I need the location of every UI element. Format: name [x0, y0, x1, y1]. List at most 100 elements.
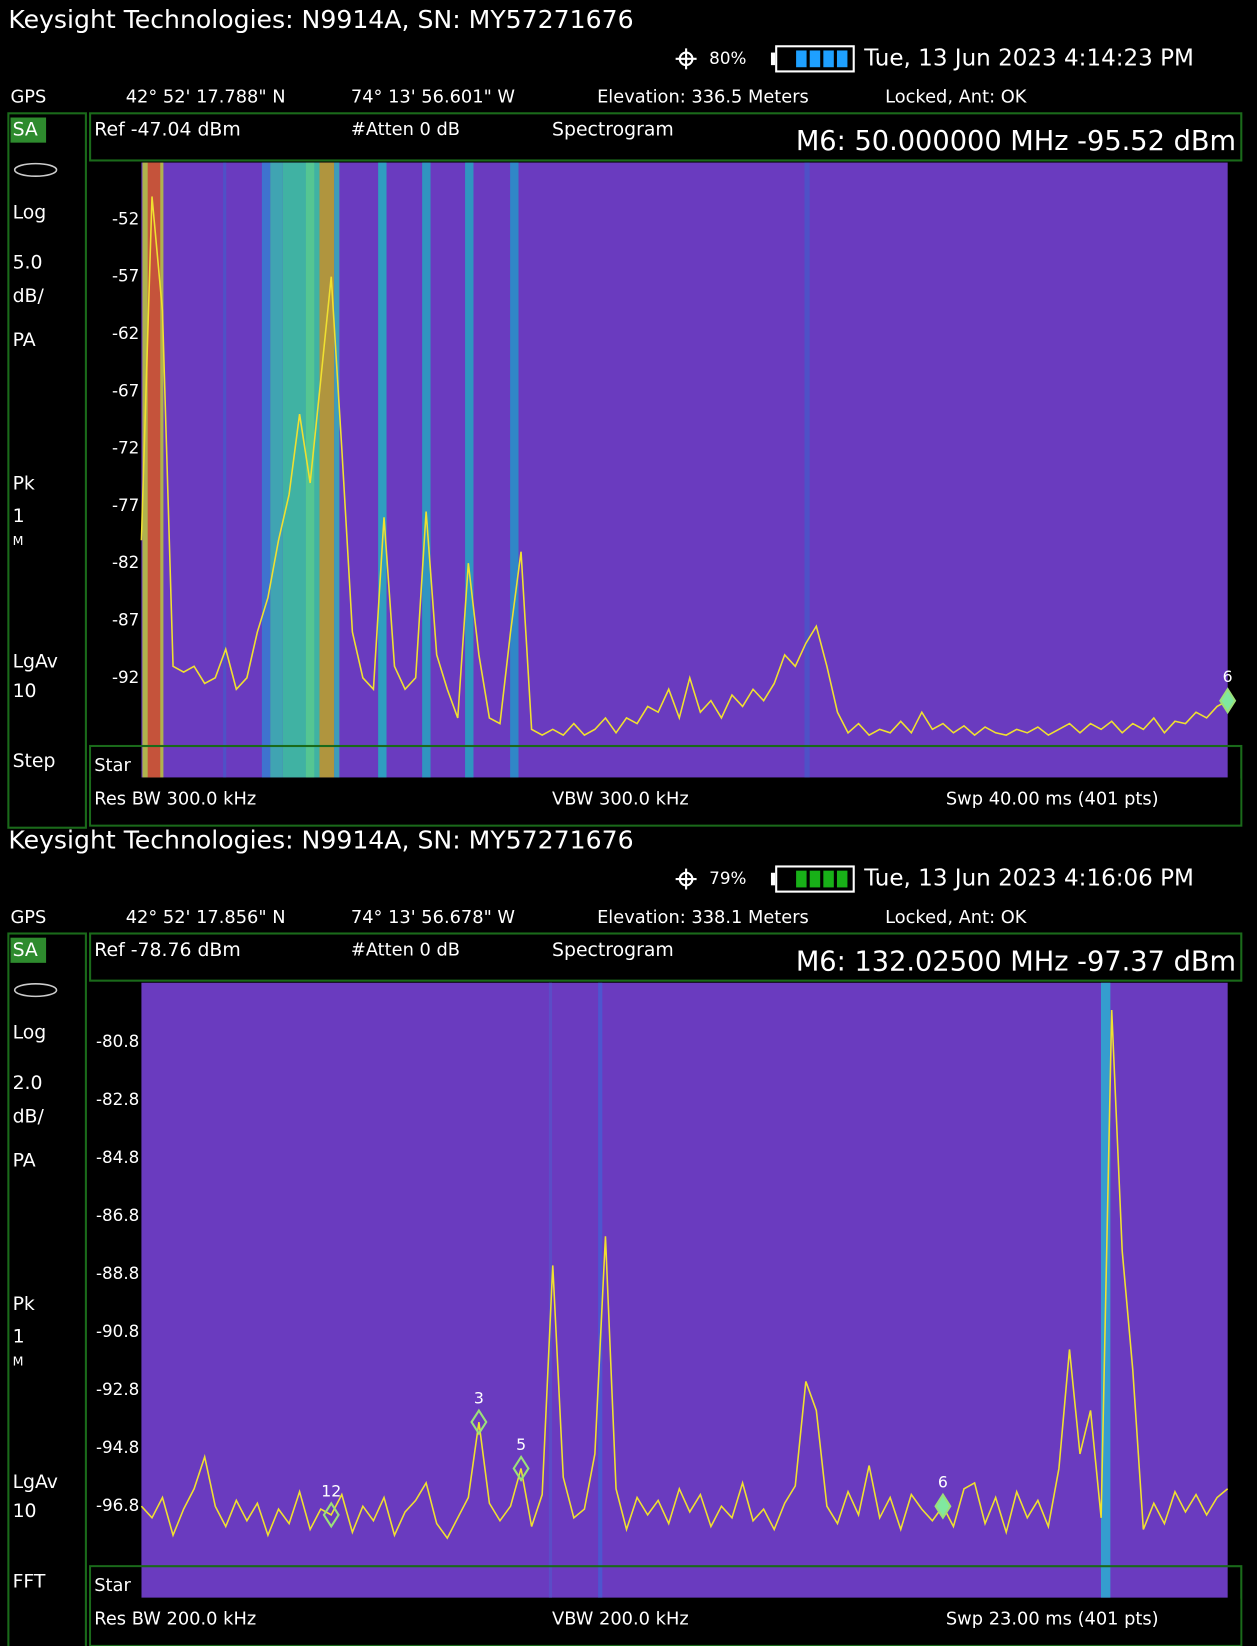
- marker-diamond: [512, 1454, 530, 1482]
- battery-bar: [836, 50, 848, 68]
- sidebar-item: dB/: [13, 1106, 45, 1127]
- battery-cap: [770, 52, 776, 66]
- start-box: [89, 744, 1243, 827]
- ref-level: Ref -47.04 dBm: [94, 120, 240, 141]
- y-tick-label: -62: [112, 323, 139, 343]
- datetime: Tue, 13 Jun 2023 4:16:06 PM: [863, 866, 1194, 892]
- y-tick-label: -96.8: [96, 1495, 139, 1515]
- y-tick-label: -94.8: [96, 1437, 139, 1457]
- sidebar-icon: [13, 983, 58, 998]
- gps-lat: 42° 52' 17.788" N: [126, 87, 286, 108]
- y-tick-label: -92: [112, 667, 139, 687]
- start-bg: [91, 747, 142, 778]
- y-tick-label: -52: [112, 208, 139, 228]
- battery-body: [775, 45, 855, 73]
- attenuation: #Atten 0 dB: [351, 119, 460, 140]
- footer-bg: [91, 1598, 1241, 1645]
- battery-bar: [809, 50, 821, 68]
- marker-readout: M6: 50.000000 MHz -95.52 dBm: [796, 126, 1236, 157]
- y-tick-label: -82: [112, 552, 139, 572]
- battery-cap: [770, 872, 776, 886]
- sidebar-item: Step: [13, 751, 56, 772]
- gps-elevation: Elevation: 338.1 Meters: [597, 907, 809, 928]
- sidebar-item: 1: [13, 506, 25, 527]
- sidebar-box: [7, 112, 87, 829]
- analyzer-panel: Keysight Technologies: N9914A, SN: MY572…: [7, 5, 1243, 829]
- battery-bar: [836, 870, 848, 888]
- spectrogram-band: [548, 982, 553, 1598]
- sidebar-item: 5.0: [13, 253, 43, 274]
- sidebar-sa-bg: [10, 117, 47, 143]
- sidebar-item: 10: [13, 681, 37, 702]
- sidebar-item: PA: [13, 330, 36, 351]
- spectrogram-band: [804, 162, 810, 778]
- footer-item: Swp 40.00 ms (401 pts): [946, 788, 1159, 809]
- header-box: [89, 932, 1243, 982]
- sidebar-item: SA: [13, 120, 38, 141]
- marker-label: 6: [938, 1473, 948, 1492]
- footer-item: Swp 23.00 ms (401 pts): [946, 1609, 1159, 1630]
- y-tick-label: -57: [112, 266, 139, 286]
- gps-status: Locked, Ant: OK: [885, 87, 1028, 108]
- plot-background: [141, 982, 1228, 1598]
- sidebar-item: 1: [13, 1326, 25, 1347]
- marker-diamond: [934, 1492, 952, 1520]
- spectrogram-band: [334, 162, 340, 778]
- gps-lon: 74° 13' 56.678" W: [351, 907, 516, 928]
- spectrogram-band: [465, 162, 474, 778]
- marker-diamond: [470, 1408, 488, 1436]
- battery-percent: 80%: [709, 48, 746, 68]
- spectrogram-band: [422, 162, 431, 778]
- sidebar-icon: [13, 162, 58, 177]
- attenuation: #Atten 0 dB: [351, 939, 460, 960]
- footer-item: Res BW 200.0 kHz: [94, 1609, 256, 1630]
- ref-level: Ref -78.76 dBm: [94, 940, 240, 961]
- y-tick-label: -82.8: [96, 1089, 139, 1109]
- y-tick-label: -92.8: [96, 1379, 139, 1399]
- y-tick-label: -77: [112, 495, 139, 515]
- mode: Spectrogram: [552, 120, 674, 141]
- sidebar-item: FFT: [13, 1571, 46, 1592]
- footer-item: VBW 200.0 kHz: [552, 1609, 689, 1630]
- spectrogram-band: [147, 162, 161, 778]
- sidebar-item: Pk: [13, 1294, 35, 1315]
- start-label: Star: [94, 755, 131, 776]
- spectrogram-band: [510, 162, 519, 778]
- spectrogram-band: [378, 162, 387, 778]
- y-tick-label: -80.8: [96, 1031, 139, 1051]
- header-box: [89, 112, 1243, 162]
- marker-diamond: [1219, 687, 1237, 715]
- sidebar-item: dB/: [13, 286, 45, 307]
- sidebar-sa-bg: [10, 937, 47, 963]
- trace: [140, 196, 1229, 737]
- gps-label: GPS: [10, 907, 46, 928]
- sidebar-item: SA: [13, 940, 38, 961]
- gps-elevation: Elevation: 336.5 Meters: [597, 87, 809, 108]
- spectrogram-band: [305, 162, 315, 778]
- spectrogram-band: [319, 162, 335, 778]
- battery-bar: [796, 50, 807, 68]
- sidebar-item: M: [13, 533, 24, 548]
- trace: [140, 1009, 1229, 1540]
- sidebar-item: Log: [13, 202, 47, 223]
- y-tick-label: -86.8: [96, 1205, 139, 1225]
- device-title: Keysight Technologies: N9914A, SN: MY572…: [8, 5, 633, 34]
- battery-bar: [823, 870, 834, 888]
- battery-bar: [796, 870, 807, 888]
- sidebar-item: 2.0: [13, 1073, 43, 1094]
- battery-bar: [823, 50, 834, 68]
- marker-label: 6: [1223, 667, 1233, 686]
- sidebar-item: 10: [13, 1501, 37, 1522]
- sidebar-box: [7, 932, 87, 1646]
- spectrogram-band: [270, 162, 283, 778]
- battery-body: [775, 865, 855, 893]
- marker-label: 5: [516, 1435, 526, 1454]
- marker-diamond: [322, 1501, 340, 1529]
- marker-readout: M6: 132.02500 MHz -97.37 dBm: [796, 946, 1236, 977]
- y-tick-label: -84.8: [96, 1147, 139, 1167]
- marker-label: 12: [321, 1481, 341, 1500]
- spectrogram-band: [223, 162, 227, 778]
- mode: Spectrogram: [552, 940, 674, 961]
